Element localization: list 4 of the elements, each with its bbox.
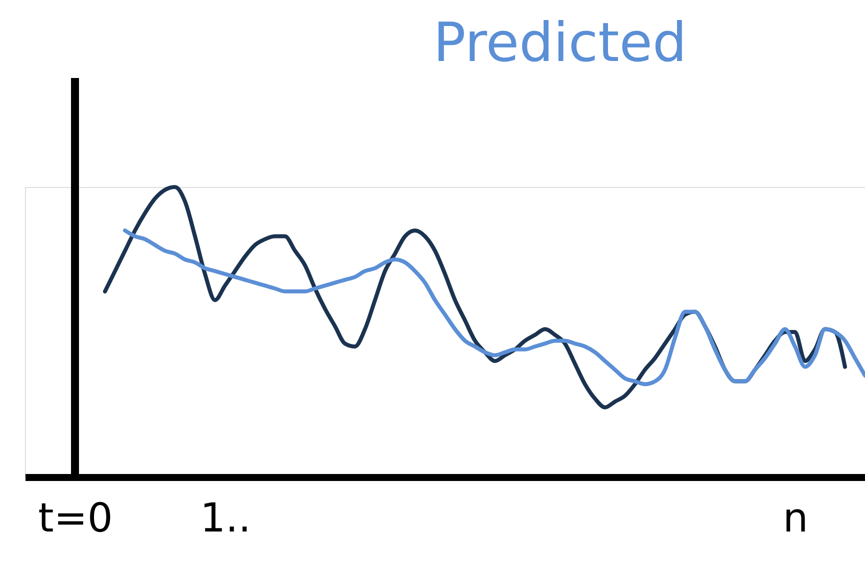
x-tick-label: 1.. [200, 496, 251, 542]
text: Predicted [433, 11, 687, 74]
x-tick-label: t=0 [38, 496, 113, 542]
x-tick-label: n [782, 496, 808, 542]
